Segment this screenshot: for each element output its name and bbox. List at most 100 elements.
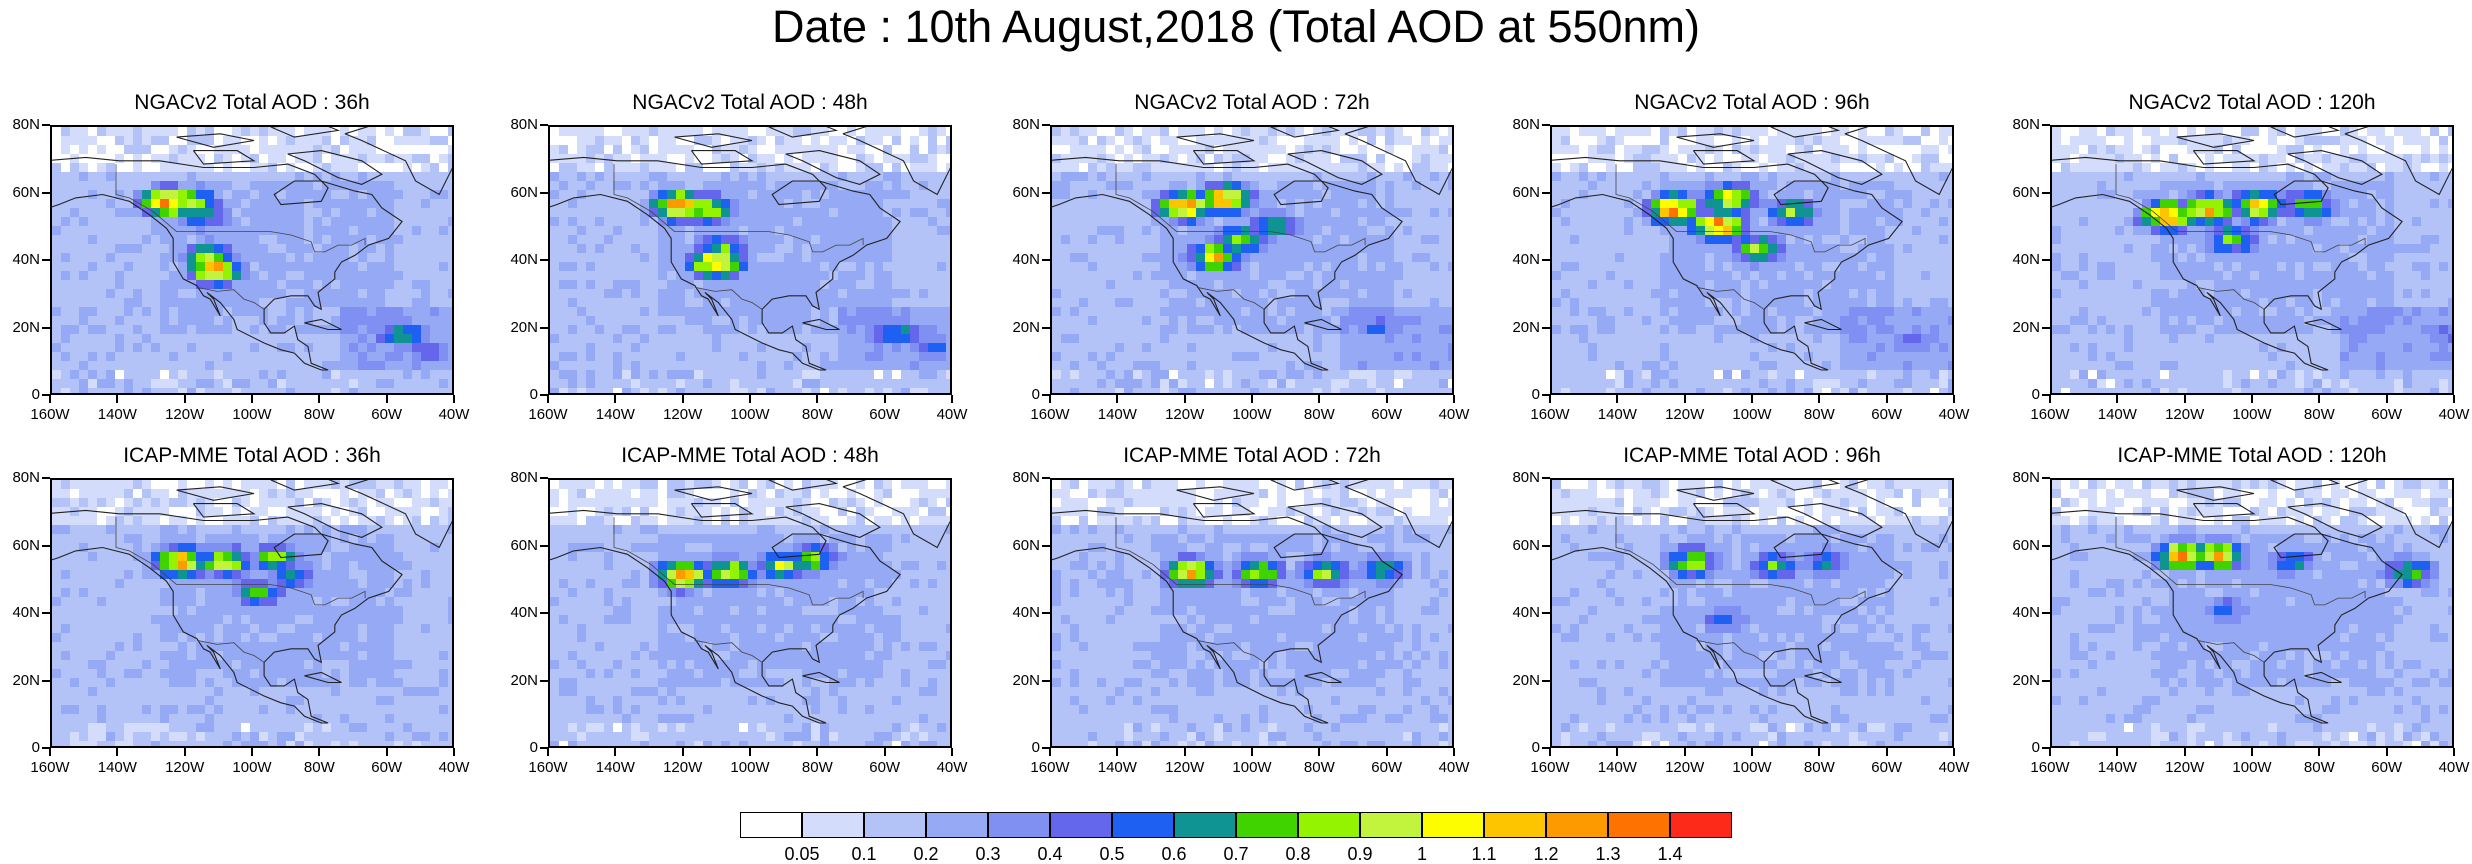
aod-cell: [1930, 235, 1940, 245]
aod-cell: [937, 325, 947, 335]
aod-cell: [613, 208, 623, 218]
aod-cell: [79, 199, 89, 209]
aod-cell: [250, 145, 260, 155]
aod-cell: [1133, 217, 1143, 227]
aod-cell: [721, 190, 731, 200]
aod-cell: [1615, 172, 1625, 182]
aod-cell: [1052, 262, 1062, 272]
aod-cell: [1448, 253, 1454, 263]
aod-cell: [883, 289, 893, 299]
aod-cell: [1268, 154, 1278, 164]
aod-cell: [1133, 280, 1143, 290]
aod-cell: [376, 127, 386, 137]
aod-cell: [1579, 244, 1589, 254]
aod-cell: [169, 280, 179, 290]
aod-cell: [685, 181, 695, 191]
aod-cell: [142, 343, 152, 353]
aod-cell: [340, 307, 350, 317]
aod-cell: [1633, 262, 1643, 272]
aod-cell: [586, 280, 596, 290]
aod-cell: [856, 307, 866, 317]
aod-cell: [1795, 190, 1805, 200]
aod-cell: [622, 361, 632, 371]
aod-cell: [1268, 388, 1278, 395]
y-tick-mark: [540, 327, 548, 329]
aod-cell: [1430, 343, 1440, 353]
aod-cell: [340, 208, 350, 218]
aod-cell: [775, 316, 785, 326]
aod-cell: [1061, 136, 1071, 146]
aod-cell: [910, 127, 920, 137]
aod-cell: [421, 262, 431, 272]
aod-cell: [937, 271, 947, 281]
aod-cell: [1768, 199, 1778, 209]
aod-cell: [757, 217, 767, 227]
aod-cell: [946, 208, 952, 218]
aod-cell: [1930, 145, 1940, 155]
aod-cell: [277, 262, 287, 272]
aod-cell: [1768, 217, 1778, 227]
aod-cell: [1142, 388, 1152, 395]
aod-cell: [568, 334, 578, 344]
aod-cell: [559, 262, 569, 272]
aod-cell: [829, 208, 839, 218]
aod-cell: [1840, 145, 1850, 155]
aod-cell: [1768, 145, 1778, 155]
aod-cell: [1813, 280, 1823, 290]
aod-cell: [1430, 217, 1440, 227]
aod-cell: [1340, 217, 1350, 227]
aod-cell: [421, 271, 431, 281]
aod-cell: [1358, 271, 1368, 281]
aod-cell: [1052, 388, 1062, 395]
aod-cell: [313, 379, 323, 389]
aod-cell: [394, 370, 404, 380]
aod-cell: [712, 181, 722, 191]
aod-cell: [1259, 289, 1269, 299]
aod-cell: [232, 334, 242, 344]
aod-cell: [676, 388, 686, 395]
aod-cell: [712, 352, 722, 362]
aod-cell: [142, 235, 152, 245]
aod-cell: [775, 298, 785, 308]
aod-cell: [703, 262, 713, 272]
aod-cell: [577, 172, 587, 182]
aod-cell: [766, 316, 776, 326]
aod-cell: [550, 154, 560, 164]
aod-cell: [946, 217, 952, 227]
aod-cell: [277, 316, 287, 326]
aod-cell: [106, 334, 116, 344]
aod-cell: [667, 343, 677, 353]
aod-cell: [577, 379, 587, 389]
aod-cell: [196, 343, 206, 353]
aod-cell: [1259, 181, 1269, 191]
aod-cell: [568, 199, 578, 209]
aod-cell: [631, 235, 641, 245]
aod-cell: [223, 352, 233, 362]
aod-cell: [946, 136, 952, 146]
aod-cell: [376, 289, 386, 299]
aod-cell: [439, 343, 449, 353]
aod-cell: [88, 352, 98, 362]
aod-cell: [430, 343, 440, 353]
aod-cell: [1948, 145, 1954, 155]
aod-cell: [331, 217, 341, 227]
aod-cell: [313, 199, 323, 209]
aod-cell: [901, 379, 911, 389]
aod-cell: [793, 280, 803, 290]
aod-cell: [88, 262, 98, 272]
aod-cell: [1070, 271, 1080, 281]
aod-cell: [385, 298, 395, 308]
aod-cell: [694, 343, 704, 353]
aod-cell: [403, 145, 413, 155]
aod-cell: [721, 217, 731, 227]
aod-cell: [739, 271, 749, 281]
aod-cell: [340, 199, 350, 209]
aod-cell: [214, 235, 224, 245]
aod-cell: [1214, 181, 1224, 191]
aod-cell: [52, 172, 62, 182]
aod-cell: [430, 370, 440, 380]
aod-cell: [1804, 181, 1814, 191]
aod-cell: [910, 307, 920, 317]
aod-cell: [52, 361, 62, 371]
aod-cell: [1133, 253, 1143, 263]
